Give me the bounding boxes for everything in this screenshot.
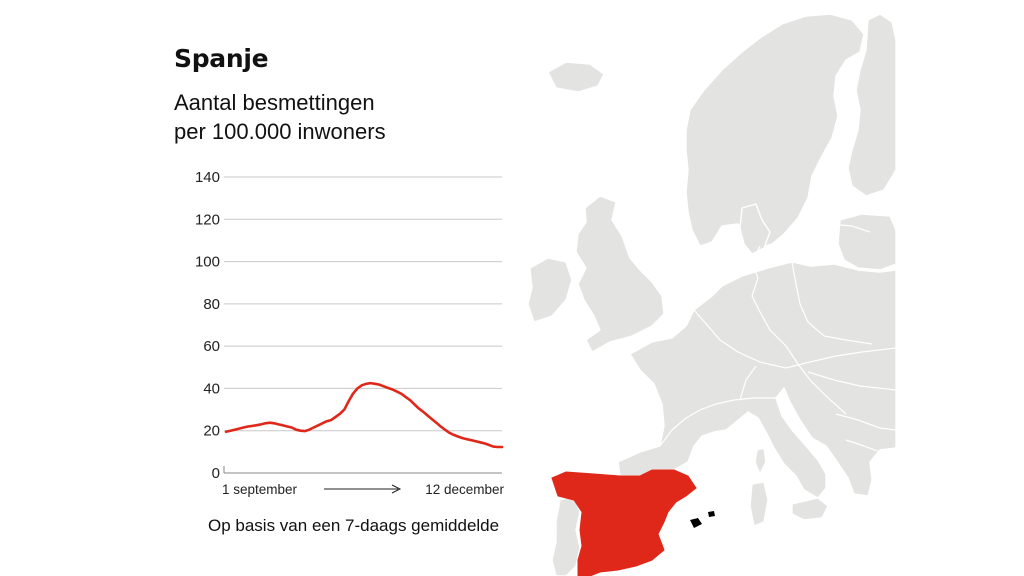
map-ireland <box>527 257 573 323</box>
map-border <box>751 245 847 415</box>
line-chart: 0 20 40 60 80 100 120 140 1 september 12 decemb… <box>195 169 505 497</box>
y-tick-label: 120 <box>195 211 220 228</box>
map-border <box>845 439 881 453</box>
map-balearic-islands <box>690 511 715 528</box>
map-great-britain <box>575 195 665 353</box>
map-border <box>693 309 897 369</box>
map-portugal <box>551 495 581 576</box>
x-axis-end-label: 12 december <box>425 482 504 497</box>
y-tick-label: 100 <box>195 254 220 271</box>
map-border <box>791 261 873 345</box>
y-tick-label: 140 <box>195 169 220 186</box>
chart-subtitle: Aantal besmettingen per 100.000 inwoners <box>174 88 386 146</box>
y-tick-label: 0 <box>212 465 220 482</box>
y-axis: 0 20 40 60 80 100 120 140 <box>195 169 220 482</box>
map-border <box>835 413 897 431</box>
map-border <box>659 397 776 447</box>
y-tick-label: 40 <box>203 380 220 397</box>
map-denmark <box>739 203 771 255</box>
map-corsica <box>754 447 767 475</box>
map-iceland <box>547 61 605 93</box>
subtitle-line-2: per 100.000 inwoners <box>174 119 386 144</box>
y-tick-label: 80 <box>203 296 220 313</box>
map-spain-highlight <box>551 469 697 576</box>
map-baltics <box>837 213 897 271</box>
series-layer <box>224 381 504 449</box>
map-finland <box>847 13 897 197</box>
map-scandinavia <box>685 13 865 249</box>
map-border <box>807 371 897 391</box>
y-tick-label: 20 <box>203 423 220 440</box>
map-sicily <box>791 497 829 521</box>
map-mainland-europe <box>617 261 897 499</box>
map-sardinia <box>749 481 769 527</box>
x-axis-arrow-head <box>391 484 402 494</box>
chart-title: Spanje <box>174 44 269 73</box>
map-border <box>811 217 871 233</box>
series-line <box>224 381 504 449</box>
x-axis: 1 september 12 december <box>222 466 504 497</box>
y-tick-label: 60 <box>203 338 220 355</box>
chart-footnote: Op basis van een 7-daags gemiddelde <box>208 516 500 535</box>
subtitle-line-1: Aantal besmettingen <box>174 90 375 115</box>
x-axis-start-label: 1 september <box>222 482 298 497</box>
map-border <box>739 365 757 401</box>
chart-grid <box>224 176 502 432</box>
